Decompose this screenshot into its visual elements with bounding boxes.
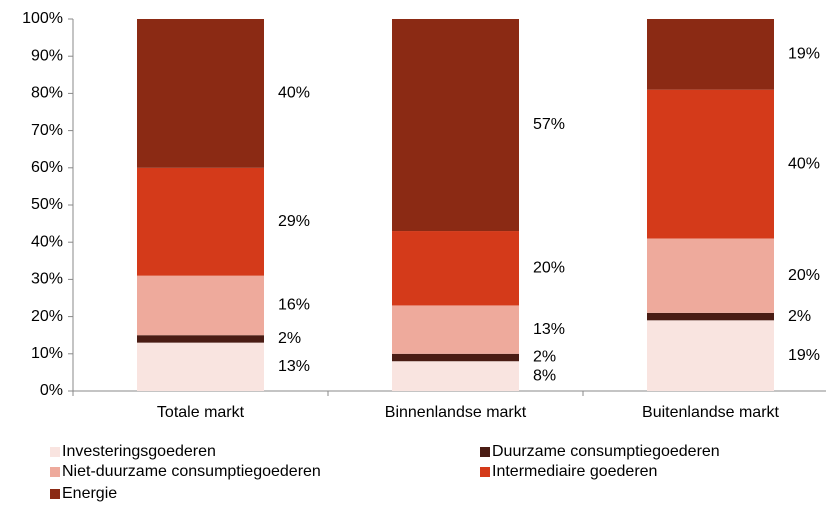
bar-segment	[647, 19, 774, 90]
data-label: 2%	[533, 349, 556, 366]
data-label: 40%	[788, 155, 820, 172]
y-tick-label: 100%	[22, 10, 63, 27]
bar-segment	[647, 89, 774, 239]
bar-segment	[647, 320, 774, 391]
y-tick-label: 20%	[31, 308, 63, 325]
data-label: 40%	[278, 85, 310, 102]
data-label: 20%	[533, 259, 565, 276]
y-tick-label: 90%	[31, 47, 63, 64]
legend-swatch	[50, 447, 60, 457]
y-tick-label: 80%	[31, 85, 63, 102]
legend-swatch	[480, 467, 490, 477]
data-label: 16%	[278, 297, 310, 314]
legend-swatch	[50, 489, 60, 499]
data-label: 8%	[533, 367, 556, 384]
x-tick-label: Binnenlandse markt	[385, 404, 527, 421]
data-label: 57%	[533, 116, 565, 133]
y-tick-label: 50%	[31, 196, 63, 213]
y-tick-label: 30%	[31, 271, 63, 288]
bar-segment	[137, 275, 264, 336]
x-tick-label: Buitenlandse markt	[642, 404, 780, 421]
data-label: 20%	[788, 267, 820, 284]
x-tick-label: Totale markt	[157, 404, 245, 421]
legend-label: Energie	[62, 485, 117, 502]
bar-segment	[647, 312, 774, 321]
bar-segment	[137, 342, 264, 391]
data-label: 2%	[788, 308, 811, 325]
legend-label: Niet-duurzame consumptiegoederen	[62, 463, 321, 480]
y-tick-label: 40%	[31, 233, 63, 250]
y-tick-label: 70%	[31, 122, 63, 139]
legend-swatch	[480, 447, 490, 457]
y-tick-label: 10%	[31, 345, 63, 362]
bar-segment	[392, 231, 519, 306]
bar-segment	[392, 353, 519, 362]
legend-swatch	[50, 467, 60, 477]
data-label: 13%	[278, 358, 310, 375]
data-label: 19%	[788, 46, 820, 63]
legend-label: Duurzame consumptiegoederen	[492, 443, 720, 460]
data-label: 13%	[533, 321, 565, 338]
bar-segment	[392, 305, 519, 354]
bar-segment	[137, 335, 264, 343]
legend-label: Intermediaire goederen	[492, 463, 657, 480]
bar-segment	[647, 238, 774, 313]
bar-segment	[392, 361, 519, 391]
y-tick-label: 60%	[31, 159, 63, 176]
y-tick-label: 0%	[40, 382, 63, 399]
bar-segment	[137, 167, 264, 276]
bar-segment	[392, 19, 519, 232]
legend-label: Investeringsgoederen	[62, 443, 216, 460]
data-label: 19%	[788, 347, 820, 364]
bar-segment	[137, 19, 264, 168]
data-label: 29%	[278, 213, 310, 230]
data-label: 2%	[278, 330, 301, 347]
